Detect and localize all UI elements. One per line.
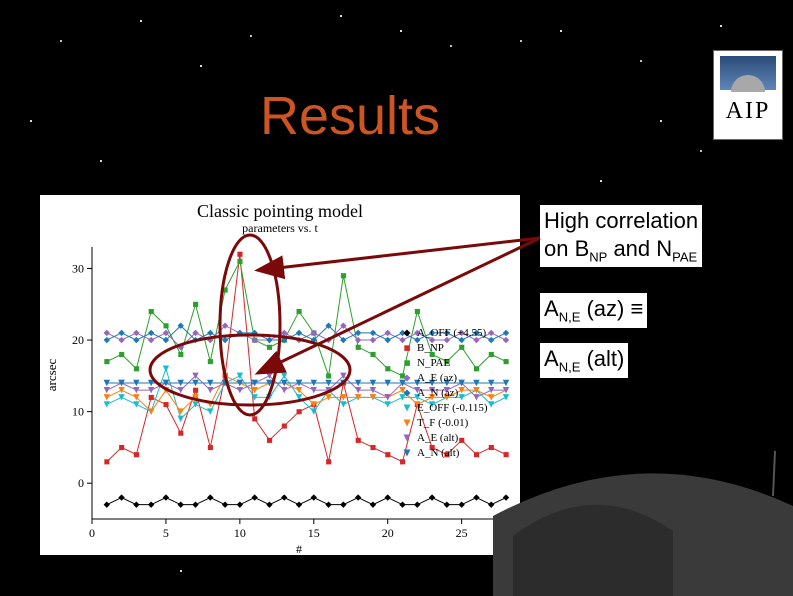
legend-item: A_E (alt)	[402, 430, 504, 445]
slide-title: Results	[260, 85, 440, 147]
legend-item: A_E (az)	[402, 370, 504, 385]
svg-text:0: 0	[89, 526, 95, 540]
svg-text:10: 10	[234, 526, 246, 540]
annotation-correlation: High correlationon BNP and NPAE	[540, 205, 702, 267]
legend-item: A_N (alt)	[402, 445, 504, 460]
chart-legend: A_OFF (+4.55)B_NPN_PAEA_E (az)A_N (az)E_…	[402, 325, 504, 460]
svg-text:0: 0	[78, 476, 84, 490]
svg-text:#: #	[296, 542, 302, 555]
svg-text:10: 10	[72, 405, 84, 419]
legend-item: B_NP	[402, 340, 504, 355]
svg-text:25: 25	[456, 526, 468, 540]
legend-item: T_F (-0.01)	[402, 415, 504, 430]
svg-text:30: 30	[72, 261, 84, 275]
svg-text:20: 20	[72, 333, 84, 347]
observatory-silhouette	[493, 396, 793, 596]
legend-item: N_PAE	[402, 355, 504, 370]
logo-text: AIP	[726, 98, 771, 125]
aip-logo: AIP	[713, 50, 783, 140]
svg-text:20: 20	[382, 526, 394, 540]
legend-item: A_N (az)	[402, 385, 504, 400]
svg-text:15: 15	[308, 526, 320, 540]
legend-item: E_OFF (-0.115)	[402, 400, 504, 415]
legend-item: A_OFF (+4.55)	[402, 325, 504, 340]
annotation-alt: AN,E (alt)	[540, 343, 628, 378]
svg-text:5: 5	[163, 526, 169, 540]
chart-panel: Classic pointing model parameters vs. t …	[40, 195, 520, 555]
annotation-az: AN,E (az) ≡	[540, 293, 647, 328]
